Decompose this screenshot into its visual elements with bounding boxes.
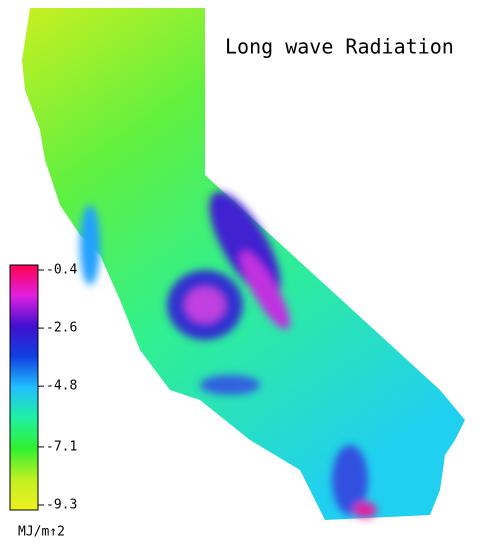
colorbar-tick-label: -4.8 (46, 379, 77, 394)
radiation-patches (80, 191, 377, 518)
colorbar-unit: MJ/m↑2 (18, 525, 65, 540)
map-title: Long wave Radiation (225, 35, 454, 59)
colorbar-tick-label: -9.3 (46, 498, 77, 513)
colorbar-tick-label: -0.4 (46, 263, 77, 278)
colorbar-tick-label: -2.6 (46, 321, 77, 336)
colorbar (9, 264, 39, 511)
colorbar-tick-label: -7.1 (46, 439, 77, 454)
